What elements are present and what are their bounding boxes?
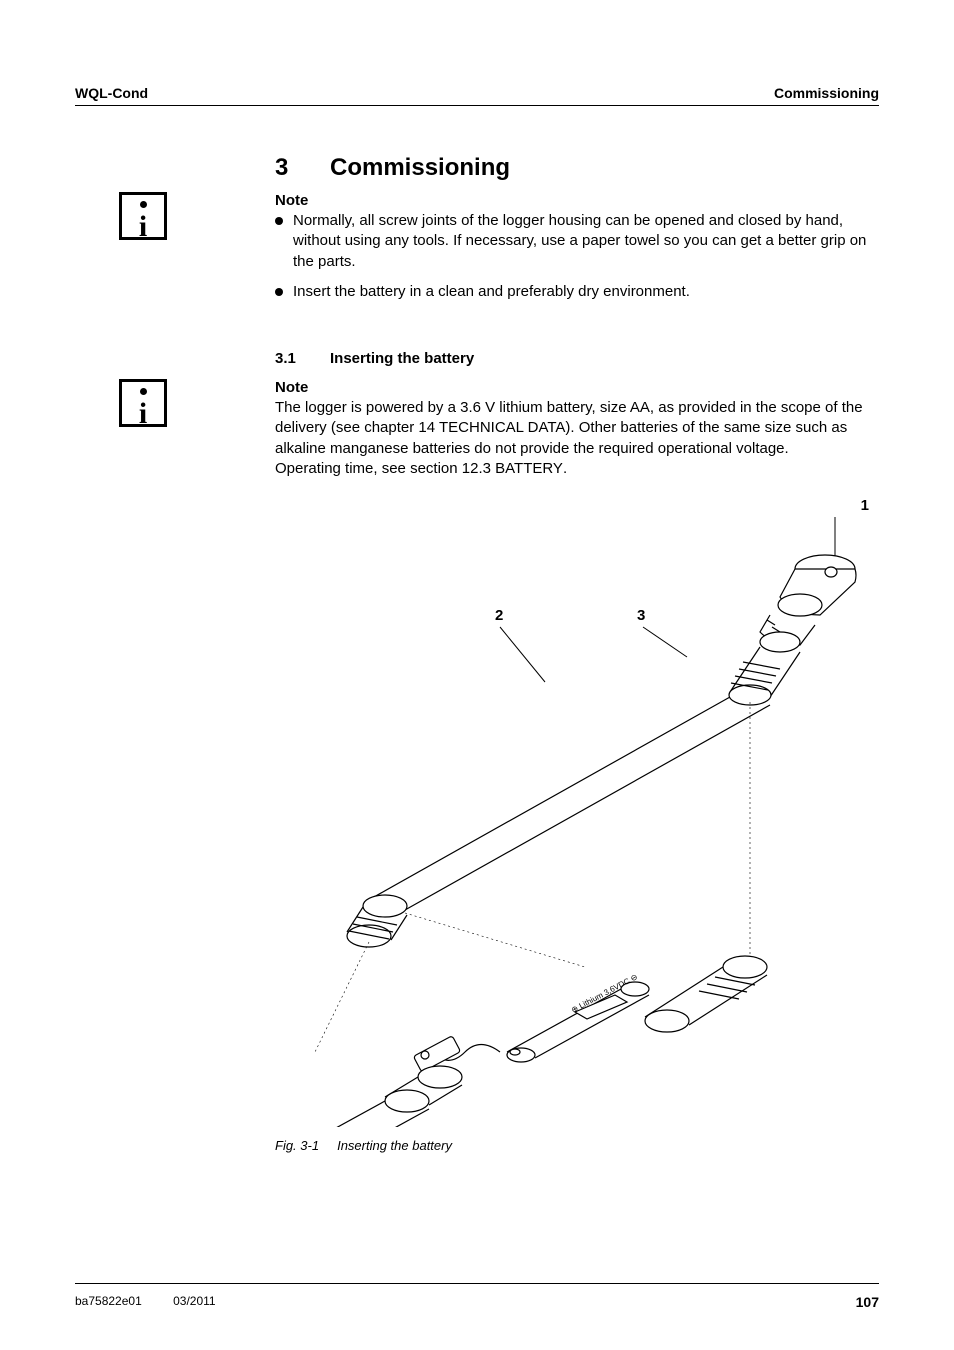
- note2-sc1: ECHNICAL DATA: [448, 419, 565, 436]
- page-header: WQL-Cond Commissioning: [75, 85, 879, 106]
- note2-sc2: ATTERY: [505, 460, 563, 477]
- note1-bullets: Normally, all screw joints of the logger…: [275, 211, 879, 302]
- figure-caption-text: Inserting the battery: [337, 1138, 452, 1153]
- section-row: 3.1Inserting the battery: [75, 330, 879, 379]
- note2-p4: .: [563, 460, 567, 477]
- header-left: WQL-Cond: [75, 85, 148, 101]
- chapter-number: 3: [275, 154, 330, 182]
- section-title-text: Inserting the battery: [330, 350, 474, 367]
- info-icon: i: [119, 379, 167, 427]
- page-footer: ba75822e01 03/2011 107: [75, 1283, 879, 1310]
- footer-date: 03/2011: [173, 1294, 216, 1308]
- figure-3-1: 1 2 3: [275, 497, 879, 1167]
- callout-2: 2: [495, 607, 503, 624]
- footer-doc-id: ba75822e01: [75, 1294, 142, 1308]
- section-number: 3.1: [275, 350, 330, 367]
- note1-label: Note: [275, 192, 879, 209]
- chapter-title-text: Commissioning: [330, 154, 510, 181]
- callout-1: 1: [861, 497, 869, 514]
- figure-caption: Fig. 3-1 Inserting the battery: [275, 1138, 879, 1153]
- figure-svg: ⊕ Lithium 3,6VDC ⊖: [275, 497, 875, 1127]
- note2-row: i Note The logger is powered by a 3.6 V …: [75, 379, 879, 479]
- bullet-icon: [275, 217, 283, 225]
- callout-3: 3: [637, 607, 645, 624]
- footer-left: ba75822e01 03/2011: [75, 1294, 244, 1310]
- info-icon: i: [119, 192, 167, 240]
- chapter-title: 3Commissioning: [275, 154, 879, 182]
- note1-bullet-2: Insert the battery in a clean and prefer…: [275, 282, 879, 302]
- chapter-row: 3Commissioning: [75, 154, 879, 192]
- footer-page-number: 107: [856, 1294, 879, 1310]
- note2-p3: Operating time, see section 12.3 B: [275, 460, 505, 477]
- figure-caption-num: Fig. 3-1: [275, 1138, 319, 1153]
- bullet-icon: [275, 288, 283, 296]
- note1-bullet-1: Normally, all screw joints of the logger…: [275, 211, 879, 272]
- note1-row: i Note Normally, all screw joints of the…: [75, 192, 879, 330]
- header-right: Commissioning: [774, 85, 879, 101]
- note2-label: Note: [275, 379, 879, 396]
- section-title: 3.1Inserting the battery: [275, 350, 879, 367]
- note1-bullet-1-text: Normally, all screw joints of the logger…: [293, 211, 879, 272]
- note2-text: The logger is powered by a 3.6 V lithium…: [275, 398, 879, 479]
- note1-bullet-2-text: Insert the battery in a clean and prefer…: [293, 282, 690, 302]
